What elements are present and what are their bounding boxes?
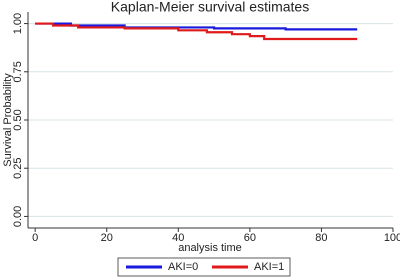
survival-curve <box>35 22 358 41</box>
x-tick-label: 80 <box>315 232 327 244</box>
chart-title: Kaplan-Meier survival estimates <box>111 0 309 15</box>
y-tick-label: 0.25 <box>12 158 24 179</box>
x-tick-label: 40 <box>172 232 184 244</box>
legend-box <box>117 257 291 277</box>
x-tick-label: 20 <box>101 232 113 244</box>
legend-label: AKI=0 <box>168 261 198 273</box>
y-axis-label: Survival Probability <box>2 73 14 167</box>
x-tick-label: 0 <box>32 232 38 244</box>
x-axis-label: analysis time <box>178 242 242 254</box>
y-tick-label: 0.00 <box>12 206 24 227</box>
x-tick-label: 100 <box>384 232 400 244</box>
y-tick-label: 0.75 <box>12 61 24 82</box>
x-tick-label: 60 <box>244 232 256 244</box>
y-tick-label: 0.50 <box>12 109 24 130</box>
legend-label: AKI=1 <box>254 261 284 273</box>
y-tick-label: 1.00 <box>12 13 24 34</box>
